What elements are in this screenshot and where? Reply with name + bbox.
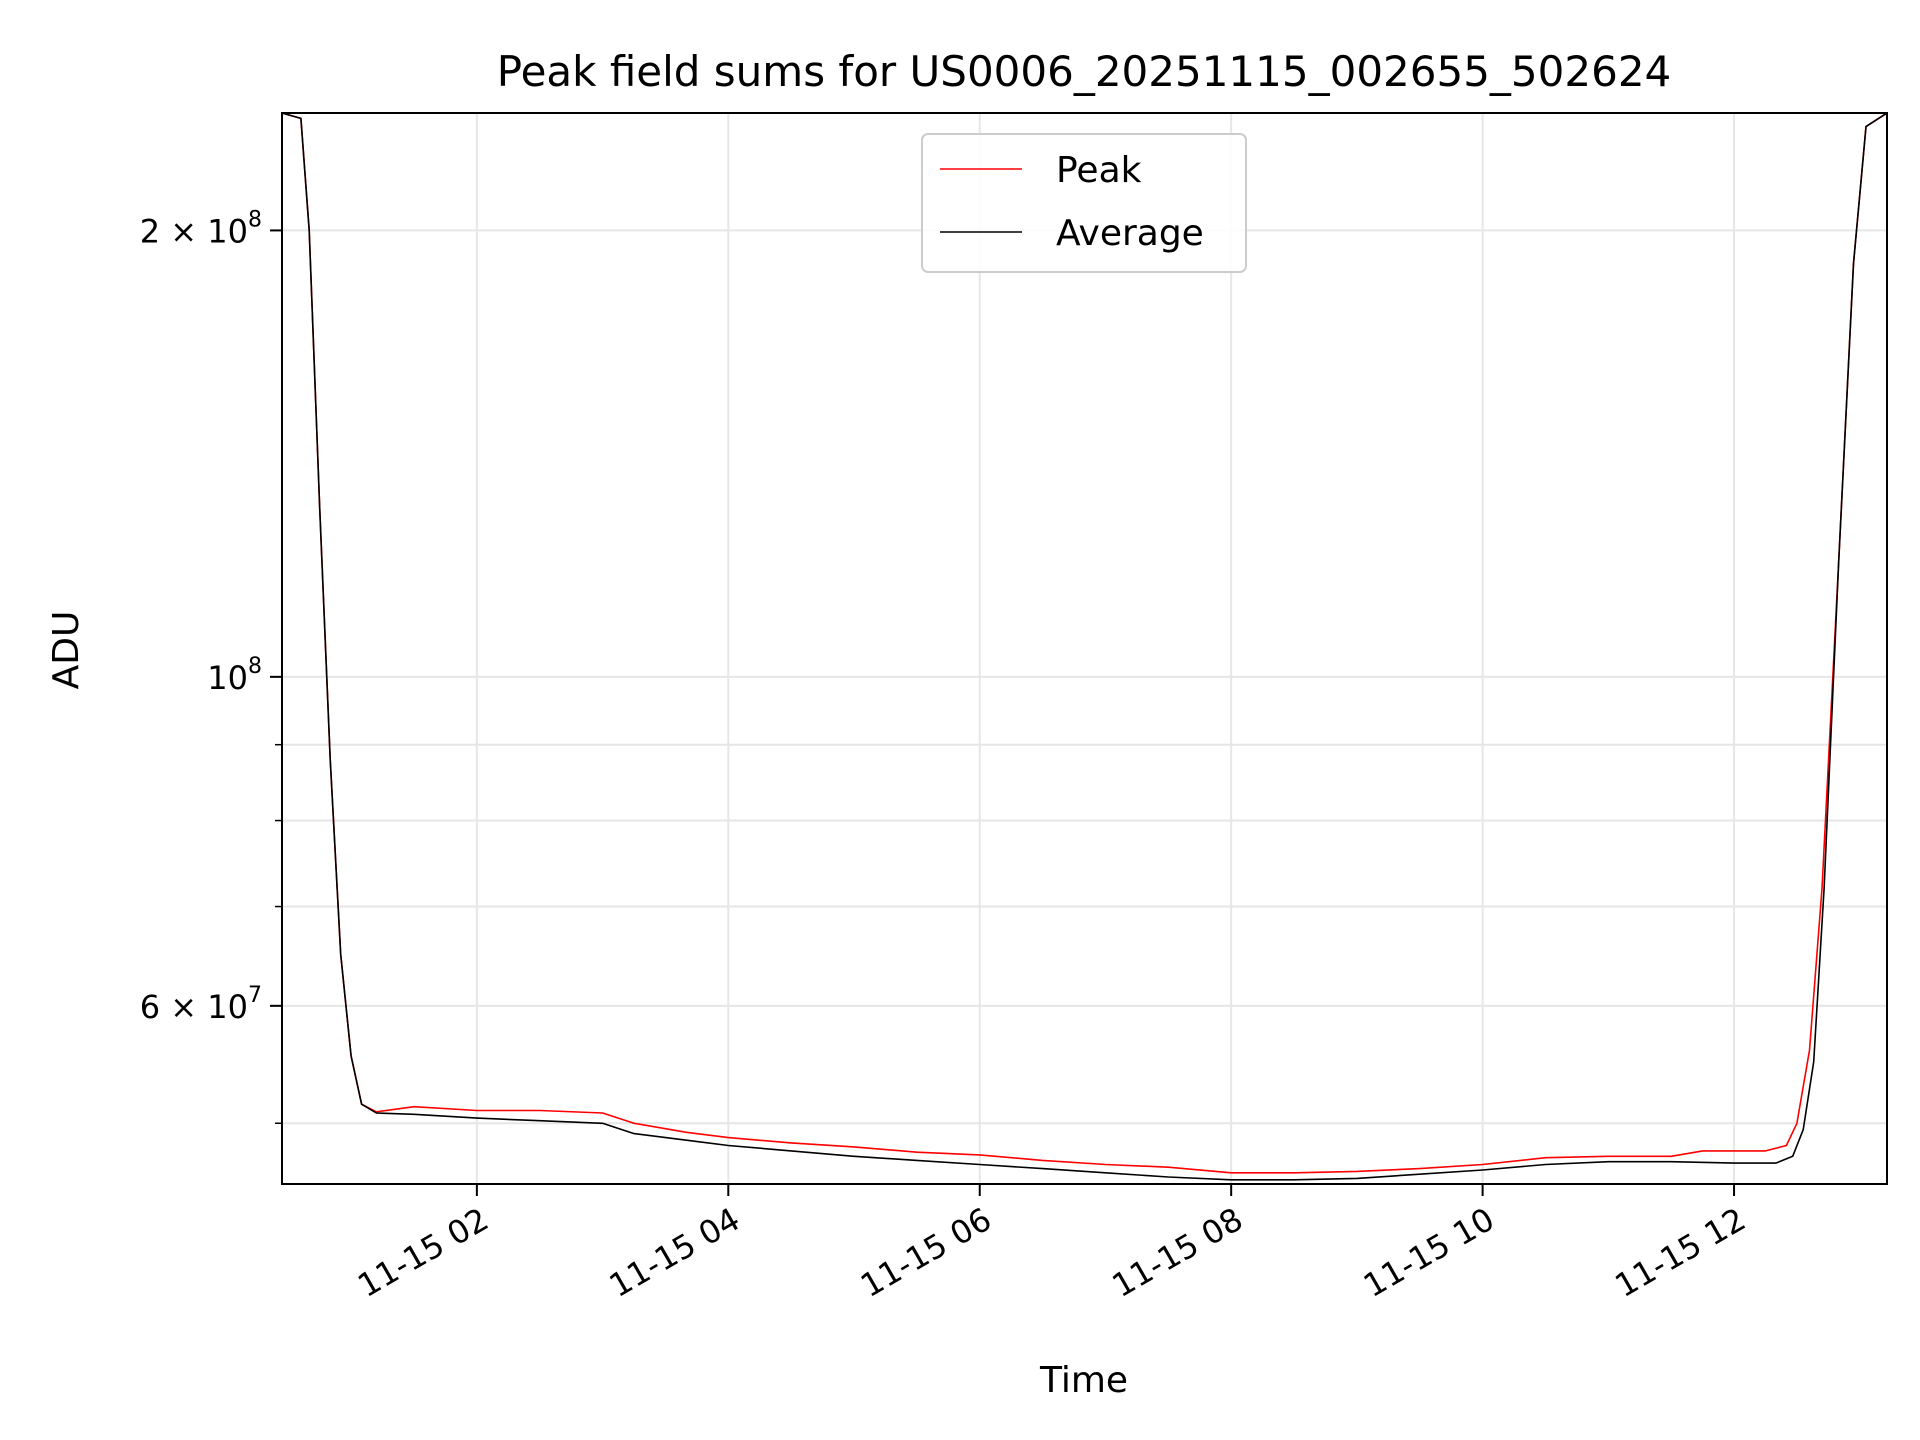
chart-title: Peak field sums for US0006_20251115_0026… xyxy=(497,47,1672,96)
y-axis-label: ADU xyxy=(46,611,87,690)
y-tick-exponent: 8 xyxy=(248,654,262,679)
series-layer xyxy=(282,113,1887,1181)
legend-label-average: Average xyxy=(1056,213,1204,254)
legend-label-peak: Peak xyxy=(1056,150,1142,191)
y-tick-mantissa: 2 × 10 xyxy=(140,212,248,250)
y-tick-mantissa: 10 xyxy=(207,659,248,697)
legend: Peak Average xyxy=(921,133,1247,273)
plot-frame xyxy=(281,112,1888,1185)
y-tick-label: 2 × 108 xyxy=(140,207,262,250)
grid xyxy=(282,113,1887,1184)
x-axis-label: Time xyxy=(1039,1360,1128,1401)
series-line-average xyxy=(282,113,1887,1181)
y-tick-label: 6 × 107 xyxy=(140,983,262,1026)
y-tick-exponent: 7 xyxy=(248,983,262,1008)
y-tick-exponent: 8 xyxy=(248,207,262,232)
y-tick-mantissa: 6 × 10 xyxy=(140,988,248,1026)
y-tick-label: 108 xyxy=(207,654,262,697)
